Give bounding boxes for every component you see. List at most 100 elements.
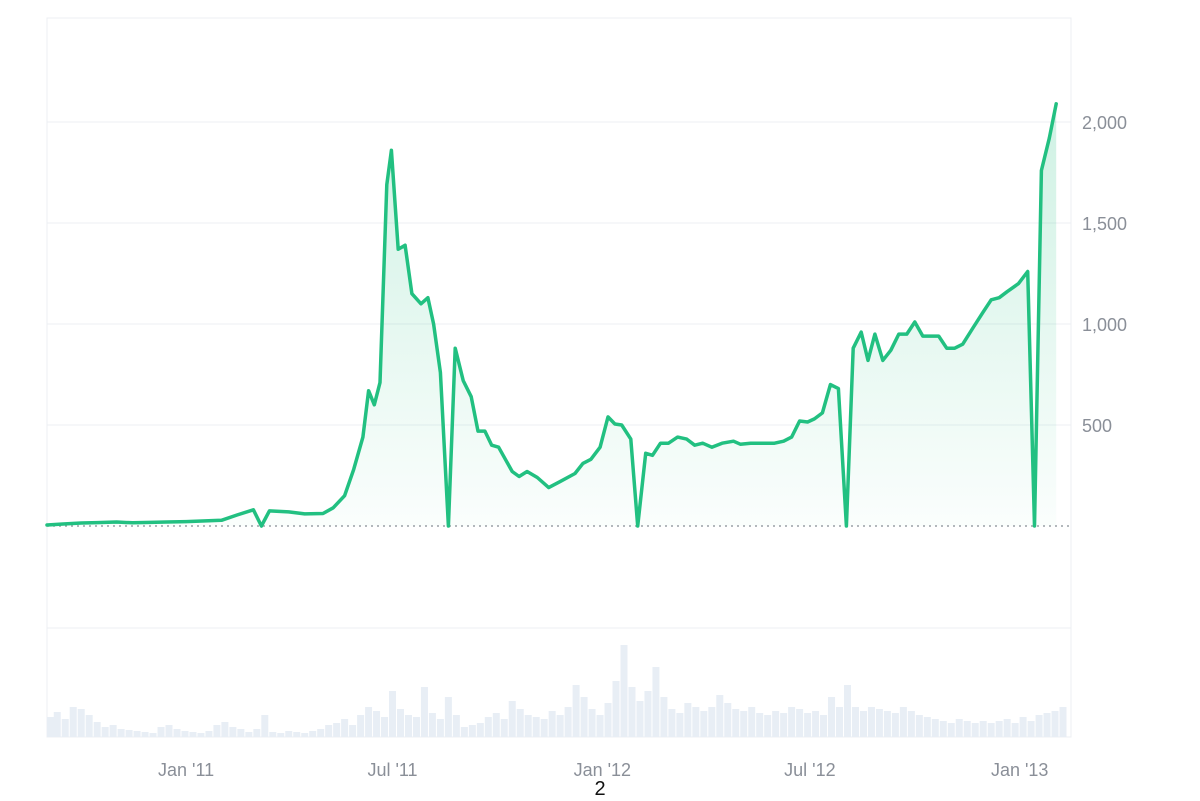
volume-bar	[939, 721, 947, 737]
volume-bar	[269, 732, 277, 737]
x-tick-label: Jan '12	[574, 760, 631, 780]
volume-bar	[77, 709, 85, 737]
y-tick-label: 500	[1082, 416, 1112, 436]
volume-bar	[109, 725, 117, 737]
volume-bar	[596, 715, 604, 737]
volume-bar	[117, 729, 125, 737]
volume-bar	[620, 645, 628, 737]
volume-bar	[221, 722, 229, 737]
volume-bar	[875, 709, 883, 737]
volume-bar	[1035, 715, 1043, 737]
volume-bar	[1027, 721, 1035, 737]
volume-bar	[716, 695, 724, 737]
volume-bar	[684, 703, 692, 737]
volume-bar	[1051, 711, 1059, 737]
volume-bar	[644, 691, 652, 737]
volume-bar	[756, 713, 764, 737]
y-tick-label: 1,500	[1082, 214, 1127, 234]
volume-bar	[420, 687, 428, 737]
volume-bar	[85, 715, 93, 737]
volume-bar	[788, 707, 796, 737]
price-area	[47, 103, 1057, 527]
volume-bar	[564, 707, 572, 737]
volume-bar	[101, 727, 109, 737]
volume-bar	[820, 715, 828, 737]
volume-bar	[668, 709, 676, 737]
volume-bar	[883, 711, 891, 737]
volume-bar	[548, 711, 556, 737]
price-line	[45, 102, 1058, 528]
volume-bar	[532, 717, 540, 737]
volume-bar	[436, 719, 444, 737]
volume-bar	[955, 719, 963, 737]
volume-bar	[157, 727, 165, 737]
x-tick-label: Jan '13	[991, 760, 1048, 780]
volume-bar	[636, 701, 644, 737]
volume-bar	[987, 723, 995, 737]
y-axis-ticks: 500 1,000 1,500 2,000	[1082, 113, 1127, 436]
volume-bar	[412, 717, 420, 737]
volume-bar	[444, 697, 452, 737]
volume-bar	[915, 715, 923, 737]
volume-bar	[189, 732, 197, 737]
volume-bar	[676, 713, 684, 737]
volume-bar	[277, 733, 285, 737]
volume-bar	[604, 703, 612, 737]
volume-bar	[612, 681, 620, 737]
volume-bar	[843, 685, 851, 737]
volume-bar	[285, 731, 293, 737]
volume-bar	[381, 717, 389, 737]
volume-bar	[516, 709, 524, 737]
volume-bar	[373, 711, 381, 737]
volume-bar	[851, 707, 859, 737]
volume-bar	[213, 725, 221, 737]
volume-bar	[349, 725, 357, 737]
volume-bar	[301, 733, 309, 737]
volume-bar	[253, 729, 261, 737]
y-tick-label: 2,000	[1082, 113, 1127, 133]
volume-bar	[979, 721, 987, 737]
volume-bar	[907, 711, 915, 737]
volume-bar	[947, 723, 955, 737]
volume-bar	[125, 730, 133, 737]
volume-bar	[53, 712, 61, 737]
volume-bar	[740, 711, 748, 737]
volume-bar	[923, 717, 931, 737]
volume-bar	[556, 715, 564, 737]
x-axis-ticks: Jan '11 Jul '11 Jan '12 Jul '12 Jan '13	[158, 760, 1048, 780]
volume-bar	[812, 711, 820, 737]
volume-bar	[508, 701, 516, 737]
volume-bar	[468, 725, 476, 737]
volume-bar	[389, 691, 397, 737]
volume-bar	[341, 719, 349, 737]
volume-bar	[237, 729, 245, 737]
volume-bar	[867, 707, 875, 737]
volume-bar	[317, 729, 325, 737]
x-tick-label: Jan '11	[158, 760, 214, 780]
volume-bar	[197, 733, 205, 737]
volume-bar	[796, 709, 804, 737]
volume-bar	[700, 711, 708, 737]
volume-bar	[859, 711, 867, 737]
volume-bar	[836, 707, 844, 737]
volume-bar	[899, 707, 907, 737]
volume-bar	[428, 713, 436, 737]
volume-bar	[1011, 723, 1019, 737]
volume-bar	[540, 719, 548, 737]
volume-bar	[580, 697, 588, 737]
volume-bar	[708, 707, 716, 737]
volume-bar	[245, 732, 253, 737]
volume-bar	[1043, 713, 1051, 737]
volume-bar	[484, 717, 492, 737]
volume-bar	[61, 719, 69, 737]
volume-bar	[780, 713, 788, 737]
volume-bar	[46, 717, 54, 737]
volume-bar	[205, 731, 213, 737]
volume-bar	[133, 731, 141, 737]
volume-bar	[500, 719, 508, 737]
volume-bar	[357, 715, 365, 737]
volume-bar	[404, 715, 412, 737]
volume-bar	[149, 733, 157, 737]
volume-bar	[333, 723, 341, 737]
